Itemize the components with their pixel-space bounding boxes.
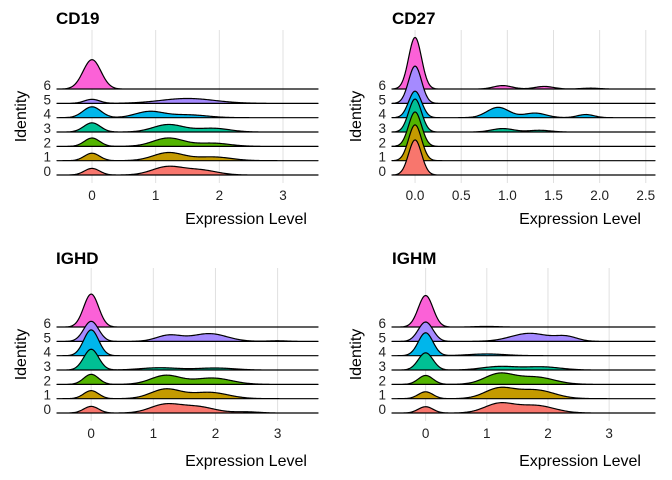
ridge-cd19-6 — [56, 59, 319, 90]
ridge-cd19-0 — [56, 165, 319, 176]
y-axis-label: Identity — [13, 329, 30, 381]
x-tick-2: 2 — [216, 188, 224, 203]
y-tick-5: 5 — [43, 330, 51, 345]
y-tick-6: 6 — [378, 78, 386, 93]
ridge-cd19-5 — [56, 97, 319, 104]
x-axis-label: Expression Level — [185, 211, 307, 228]
panel-title: IGHM — [392, 249, 436, 268]
x-axis-label: Expression Level — [185, 453, 307, 470]
ridge-ighd-2 — [56, 373, 319, 385]
ridge-cd27-4 — [391, 90, 656, 119]
ridge-cd27-5 — [391, 65, 656, 104]
ridge-cd27-0 — [391, 139, 656, 176]
ridge-ighm-6 — [391, 294, 656, 328]
ridge-cd19-1 — [56, 151, 319, 162]
y-tick-5: 5 — [378, 92, 386, 107]
x-tick-1: 1 — [152, 188, 160, 203]
y-tick-2: 2 — [378, 135, 386, 150]
y-tick-1: 1 — [378, 150, 386, 165]
x-tick-1: 1 — [483, 426, 491, 441]
panel-title: CD27 — [392, 9, 435, 28]
y-tick-4: 4 — [378, 107, 386, 122]
y-tick-3: 3 — [378, 121, 386, 136]
ridge-ighm-5 — [391, 321, 656, 342]
y-tick-0: 0 — [378, 164, 386, 179]
ridge-ighd-6 — [56, 293, 319, 328]
ridge-ighm-4 — [391, 332, 656, 357]
panel-title: IGHD — [56, 249, 99, 268]
y-tick-4: 4 — [378, 345, 386, 360]
y-tick-0: 0 — [43, 164, 51, 179]
x-tick-2.5: 2.5 — [636, 188, 655, 203]
y-tick-6: 6 — [43, 316, 51, 331]
x-tick-0: 0 — [87, 426, 95, 441]
y-tick-5: 5 — [43, 92, 51, 107]
x-axis-label: Expression Level — [519, 211, 641, 228]
y-tick-6: 6 — [378, 316, 386, 331]
x-tick-2: 2 — [544, 426, 552, 441]
y-tick-0: 0 — [378, 402, 386, 417]
x-tick-1.0: 1.0 — [498, 188, 517, 203]
ridge-ighd-0 — [56, 402, 319, 414]
ridge-cd19-3 — [56, 122, 319, 133]
panel-title: CD19 — [56, 9, 99, 28]
y-tick-2: 2 — [43, 135, 51, 150]
y-tick-4: 4 — [43, 345, 51, 360]
y-axis-label: Identity — [13, 91, 30, 143]
y-tick-3: 3 — [378, 359, 386, 374]
x-tick-3: 3 — [605, 426, 613, 441]
x-tick-0: 0 — [88, 188, 96, 203]
ridge-ighd-5 — [56, 320, 319, 342]
y-tick-1: 1 — [43, 150, 51, 165]
y-tick-2: 2 — [43, 373, 51, 388]
x-tick-3: 3 — [274, 426, 282, 441]
ridge-ighd-3 — [56, 348, 319, 371]
y-tick-4: 4 — [43, 107, 51, 122]
x-tick-3: 3 — [279, 188, 287, 203]
y-tick-3: 3 — [43, 121, 51, 136]
x-tick-1: 1 — [150, 426, 158, 441]
ridge-ighm-0 — [391, 402, 656, 414]
x-tick-0.5: 0.5 — [452, 188, 471, 203]
ridge-ighd-4 — [56, 329, 319, 357]
ridge-ighm-3 — [391, 352, 656, 371]
ridge-cd19-4 — [56, 106, 319, 119]
y-axis-label: Identity — [348, 329, 365, 381]
y-tick-0: 0 — [43, 402, 51, 417]
y-tick-1: 1 — [378, 388, 386, 403]
ridge-cd19-2 — [56, 137, 319, 147]
y-tick-5: 5 — [378, 330, 386, 345]
x-axis-label: Expression Level — [519, 453, 641, 470]
y-axis-label: Identity — [348, 91, 365, 143]
x-tick-2: 2 — [212, 426, 220, 441]
x-tick-0: 0 — [422, 426, 430, 441]
y-tick-6: 6 — [43, 78, 51, 93]
y-tick-1: 1 — [43, 388, 51, 403]
x-tick-2.0: 2.0 — [590, 188, 609, 203]
ridge-cd27-6 — [391, 36, 656, 90]
ridge-ighm-1 — [391, 386, 656, 400]
x-tick-1.5: 1.5 — [544, 188, 563, 203]
x-tick-0.0: 0.0 — [406, 188, 425, 203]
ridge-ighm-2 — [391, 372, 656, 385]
y-tick-2: 2 — [378, 373, 386, 388]
ridge-ighd-1 — [56, 388, 319, 400]
y-tick-3: 3 — [43, 359, 51, 374]
